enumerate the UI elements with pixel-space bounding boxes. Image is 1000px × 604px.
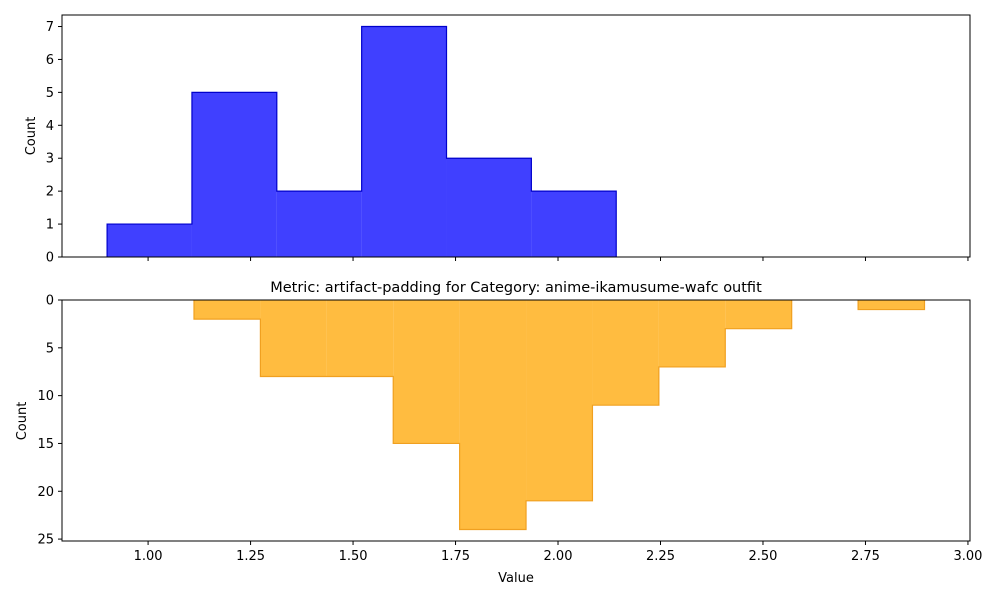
top-histogram-bar [191,92,277,258]
top-histogram-bars [106,25,617,258]
bottom-y-tick-label: 15 [37,437,54,452]
bottom-x-tick-label: 2.75 [851,549,880,564]
top-histogram-bar [446,158,532,257]
top-x-axis-ticks [147,257,969,261]
bottom-y-tick-label: 10 [37,389,54,404]
bottom-x-tick-label: 2.25 [646,549,675,564]
bottom-x-axis-ticks: 1.00 1.25 1.50 1.75 2.00 2.25 2.50 2.75 3.00 [134,541,982,564]
bottom-histogram-bar [459,300,527,530]
top-y-tick-label: 6 [46,53,54,68]
bottom-x-tick-label: 1.50 [339,549,368,564]
bottom-y-tick-label: 5 [46,341,54,356]
top-y-axis-ticks: 0 1 2 3 4 5 6 7 [46,20,62,266]
bottom-histogram-bar [260,300,327,377]
top-histogram-bar [361,26,447,258]
bottom-histogram-bar [393,300,460,444]
bottom-histogram-bar [193,300,261,320]
bottom-axes-frame [61,299,971,542]
top-y-tick-label: 3 [46,152,54,167]
top-histogram-bar [276,191,362,257]
top-y-axis-label: Count [24,117,39,156]
bottom-histogram-bars [193,300,926,531]
bottom-y-tick-label: 25 [37,533,54,548]
bottom-histogram-bar [725,300,792,329]
top-axes-frame [61,14,971,258]
top-histogram-panel: 0 1 2 3 4 5 6 7 Count [24,14,971,266]
bottom-histogram-outline [193,300,926,531]
top-histogram-bar [107,224,192,257]
bottom-y-axis-label: Count [15,402,30,441]
top-histogram-outline [106,25,617,257]
bottom-x-tick-label: 2.50 [749,549,778,564]
bottom-histogram-bar [326,300,394,377]
top-y-tick-label: 7 [46,20,54,35]
top-y-tick-label: 1 [46,218,54,233]
bottom-x-tick-label: 3.00 [953,549,982,564]
top-y-tick-label: 0 [46,251,54,266]
bottom-histogram-panel: Metric: artifact-padding for Category: a… [15,280,982,586]
bottom-chart-title: Metric: artifact-padding for Category: a… [270,280,762,296]
bottom-x-tick-label: 1.25 [236,549,265,564]
bottom-histogram-bar [658,300,726,367]
bottom-histogram-bar [592,300,659,406]
bottom-x-axis-label: Value [498,571,534,586]
top-y-tick-label: 2 [46,185,54,200]
top-y-tick-label: 4 [46,119,54,134]
bottom-x-tick-label: 1.75 [441,549,470,564]
bottom-x-tick-label: 1.00 [134,549,163,564]
bottom-x-tick-label: 2.00 [544,549,573,564]
top-y-tick-label: 5 [46,86,54,101]
bottom-y-tick-label: 0 [46,294,54,309]
bottom-y-tick-label: 20 [37,485,54,500]
top-histogram-bar [531,191,617,257]
bottom-y-axis-ticks: 0 5 10 15 20 25 [37,294,62,548]
bottom-histogram-bar [858,300,925,310]
bottom-histogram-bar [526,300,593,501]
